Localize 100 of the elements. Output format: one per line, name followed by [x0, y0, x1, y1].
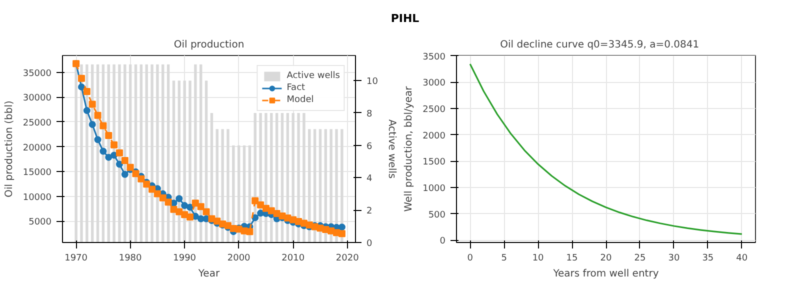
bar [150, 64, 154, 242]
x-tick-label: 10 [532, 254, 544, 264]
x-tick-label: 20 [600, 254, 612, 264]
point [138, 175, 145, 182]
bar [118, 64, 121, 242]
point [181, 202, 188, 210]
y-tick-label: 10000 [22, 192, 52, 203]
y-tick-label: 3000 [422, 78, 446, 89]
point [116, 149, 123, 156]
point [126, 164, 134, 171]
y-tick-label: 1000 [422, 184, 446, 194]
y-tick-label: 30000 [22, 94, 52, 104]
y-tick-label: 15000 [22, 168, 52, 178]
x-axis-title: Years from well entry [552, 268, 659, 280]
bar [124, 64, 126, 242]
y-tick-label: 5000 [28, 218, 52, 228]
point [105, 132, 112, 140]
x-tick-label: 1990 [173, 254, 196, 264]
y-tick-label: 35000 [22, 68, 52, 79]
point [100, 148, 107, 155]
bar [302, 112, 306, 242]
point [78, 74, 85, 82]
y2-tick-label: 0 [366, 239, 372, 249]
bar [188, 80, 192, 242]
x-tick-label: 0 [467, 254, 474, 264]
y-tick-label: 1500 [422, 158, 446, 168]
x-tick-label: 40 [736, 254, 748, 264]
y-tick-label: 2000 [422, 131, 446, 142]
y2-tick-label: 2 [366, 206, 372, 217]
point [197, 203, 204, 210]
bar [221, 129, 224, 242]
bar [232, 145, 235, 242]
point [159, 194, 166, 202]
point [94, 136, 102, 144]
point [252, 197, 259, 204]
point [78, 83, 85, 90]
y-tick-label: 20000 [22, 143, 52, 154]
x-tick-label: 2020 [336, 254, 360, 264]
y-axis-title: Well production, bbl/year [404, 85, 415, 212]
point [110, 141, 118, 148]
point [94, 112, 102, 119]
bar [226, 129, 230, 242]
legend-label: Active wells [286, 71, 340, 81]
x-tick-label: 1970 [64, 254, 88, 264]
legend-label: Fact [286, 83, 306, 93]
bar [183, 80, 186, 242]
x-tick-label: 5 [501, 254, 507, 264]
y-tick-label: 25000 [22, 118, 52, 128]
point [257, 201, 264, 208]
x-tick-label: 35 [702, 254, 714, 264]
x-tick-label: 2000 [227, 254, 251, 264]
point [105, 154, 112, 161]
point [164, 198, 172, 206]
point [83, 88, 90, 95]
y-axis-title: Oil production (bbl) [4, 100, 15, 198]
y-tick-label: 500 [428, 210, 446, 220]
y2-axis-title: Active wells [386, 119, 397, 179]
y2-tick-label: 10 [366, 77, 378, 88]
text: PIHL [390, 11, 420, 27]
y2-tick-label: 4 [366, 174, 372, 184]
bar [145, 64, 148, 242]
x-tick-label: 1980 [118, 254, 142, 264]
bar [156, 64, 159, 242]
x-tick-label: 25 [634, 254, 646, 264]
point [148, 186, 156, 193]
point [186, 214, 194, 221]
legend-label: Model [286, 95, 314, 105]
point [246, 228, 254, 236]
x-tick-label: 15 [566, 254, 578, 264]
x-tick-label: 30 [668, 254, 680, 264]
point [338, 224, 346, 231]
point [88, 100, 96, 108]
x-tick-label: 2010 [282, 254, 305, 264]
bar [297, 112, 300, 242]
point [83, 107, 90, 114]
point [202, 208, 210, 216]
point [192, 200, 199, 207]
point [121, 156, 128, 164]
line-series [469, 63, 743, 235]
point [154, 190, 161, 198]
bar [292, 112, 294, 242]
bar [264, 112, 268, 242]
point [88, 120, 96, 128]
point [116, 160, 123, 168]
bar [112, 64, 116, 242]
x-axis-title: Year [197, 268, 220, 280]
bar [270, 112, 273, 242]
point [338, 230, 346, 238]
chart-title: Oil production [174, 40, 244, 50]
y-tick-label: 0 [440, 236, 446, 247]
point [176, 195, 183, 202]
chart-title: Oil decline curve q0=3345.9, a=0.0841 [500, 40, 700, 50]
y-tick-label: 2500 [422, 105, 446, 116]
point [121, 170, 128, 178]
bar [86, 64, 88, 242]
bar [194, 64, 197, 242]
y-tick-label: 3500 [422, 52, 446, 62]
point [100, 122, 107, 130]
y2-tick-label: 8 [366, 109, 372, 120]
y2-tick-label: 6 [366, 142, 372, 152]
